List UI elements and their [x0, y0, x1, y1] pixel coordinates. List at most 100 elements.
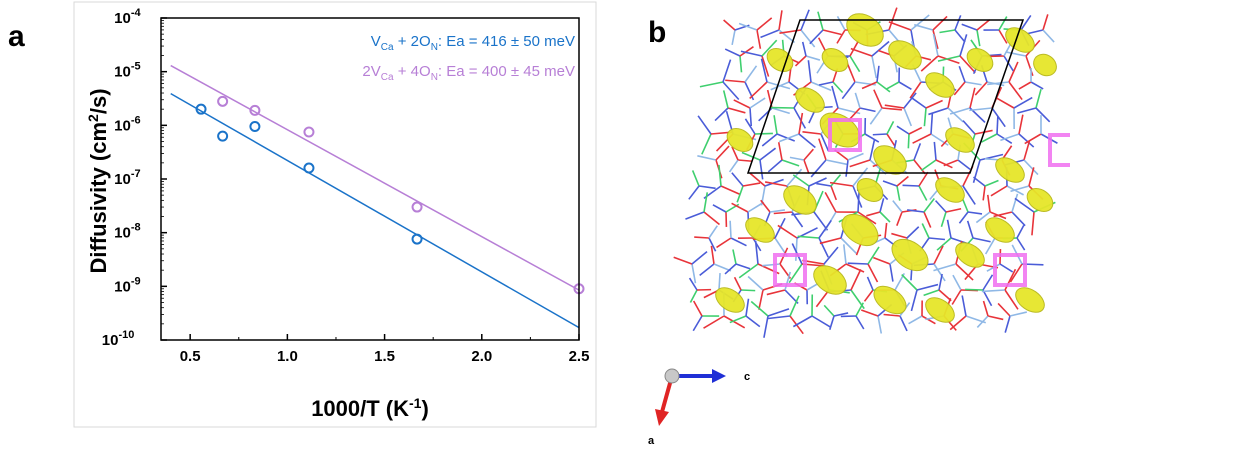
- chart-frame: [73, 1, 597, 428]
- x-tick-label: 2.5: [569, 348, 590, 365]
- bond: [833, 312, 849, 317]
- bond: [873, 89, 883, 109]
- bond: [951, 289, 962, 305]
- bond: [957, 159, 971, 171]
- bond: [998, 29, 1008, 44]
- x-tick-label: 0.5: [180, 348, 201, 365]
- bond: [729, 220, 732, 239]
- y-tick-label: 10-10: [102, 329, 135, 349]
- bond: [949, 107, 971, 115]
- bond: [1005, 51, 1027, 57]
- bond: [1035, 107, 1051, 123]
- bond: [958, 65, 966, 83]
- isosurface-blob: [945, 127, 975, 153]
- bond: [914, 23, 934, 31]
- bond: [741, 151, 761, 161]
- bond: [869, 159, 887, 175]
- fit-line-series-2: [170, 64, 579, 291]
- bond: [982, 300, 989, 317]
- bond: [750, 300, 769, 317]
- bond: [797, 235, 820, 239]
- bond: [728, 159, 739, 173]
- bond: [871, 55, 878, 79]
- bond: [810, 159, 827, 178]
- bond: [733, 99, 751, 109]
- bond: [975, 211, 991, 224]
- bond: [747, 201, 765, 213]
- bond: [990, 185, 1008, 197]
- isosurface-blob: [966, 48, 994, 72]
- bond: [982, 274, 994, 291]
- bond: [815, 289, 830, 308]
- bond: [744, 81, 755, 101]
- data-point-series-2: [303, 126, 315, 138]
- bond: [936, 237, 952, 251]
- bond: [850, 269, 862, 291]
- bond: [995, 96, 1015, 109]
- bond: [692, 300, 703, 317]
- y-tick-label: 10-5: [114, 61, 140, 81]
- bond: [749, 172, 766, 187]
- bond: [712, 204, 727, 213]
- bond: [699, 263, 715, 277]
- bond: [708, 225, 718, 239]
- bond: [766, 289, 786, 296]
- bond: [896, 125, 910, 135]
- bond: [792, 315, 813, 328]
- bond: [691, 170, 700, 187]
- y-tick-label: 10-7: [114, 168, 140, 188]
- vacancy-square: [993, 253, 1027, 287]
- bond: [845, 159, 849, 177]
- c-axis-label: c: [744, 371, 750, 383]
- bond: [857, 211, 877, 225]
- bond: [976, 19, 991, 31]
- bond: [1014, 197, 1035, 213]
- y-tick-label: 10-4: [114, 7, 141, 27]
- bond: [744, 118, 756, 135]
- bond: [991, 107, 1006, 128]
- bond: [899, 315, 908, 332]
- bond: [925, 99, 943, 109]
- bond: [758, 289, 764, 310]
- x-axis: 0.5 1.0 1.5 2.0 2.5: [180, 334, 590, 365]
- bond: [756, 17, 773, 31]
- bond: [767, 315, 791, 320]
- isosurface-blob: [795, 87, 825, 113]
- bond: [979, 153, 1004, 161]
- bond: [998, 16, 1008, 31]
- a-axis-arrowhead: [655, 409, 669, 426]
- bond: [749, 107, 753, 127]
- bond: [688, 277, 698, 291]
- legend: VCa + 2ON: Ea = 416 ± 50 meV 2VCa + 4ON: …: [362, 33, 575, 83]
- bond: [1042, 29, 1055, 43]
- bond: [882, 180, 898, 187]
- bond: [781, 159, 800, 167]
- bond: [698, 185, 716, 190]
- bond: [773, 115, 778, 135]
- bond: [724, 263, 737, 275]
- bond: [714, 107, 729, 122]
- bond: [871, 40, 890, 57]
- bond: [1018, 133, 1035, 148]
- isosurface-blob: [891, 238, 929, 272]
- bond: [749, 97, 766, 109]
- bond: [760, 199, 771, 213]
- bond: [710, 245, 715, 265]
- bond: [933, 263, 957, 272]
- vacancy-square: [828, 118, 862, 152]
- bond: [932, 15, 948, 31]
- bond: [733, 276, 742, 291]
- bond: [918, 171, 929, 187]
- bond: [933, 245, 944, 265]
- bond: [703, 211, 720, 226]
- bond: [987, 81, 1010, 86]
- bond: [854, 92, 861, 109]
- bond: [818, 81, 834, 86]
- vacancy-square: [1048, 133, 1070, 167]
- bond: [881, 107, 902, 111]
- bond: [737, 159, 753, 163]
- isosurface-blob: [1005, 27, 1035, 53]
- bond: [754, 132, 773, 135]
- bond: [831, 85, 839, 109]
- bond: [969, 87, 976, 109]
